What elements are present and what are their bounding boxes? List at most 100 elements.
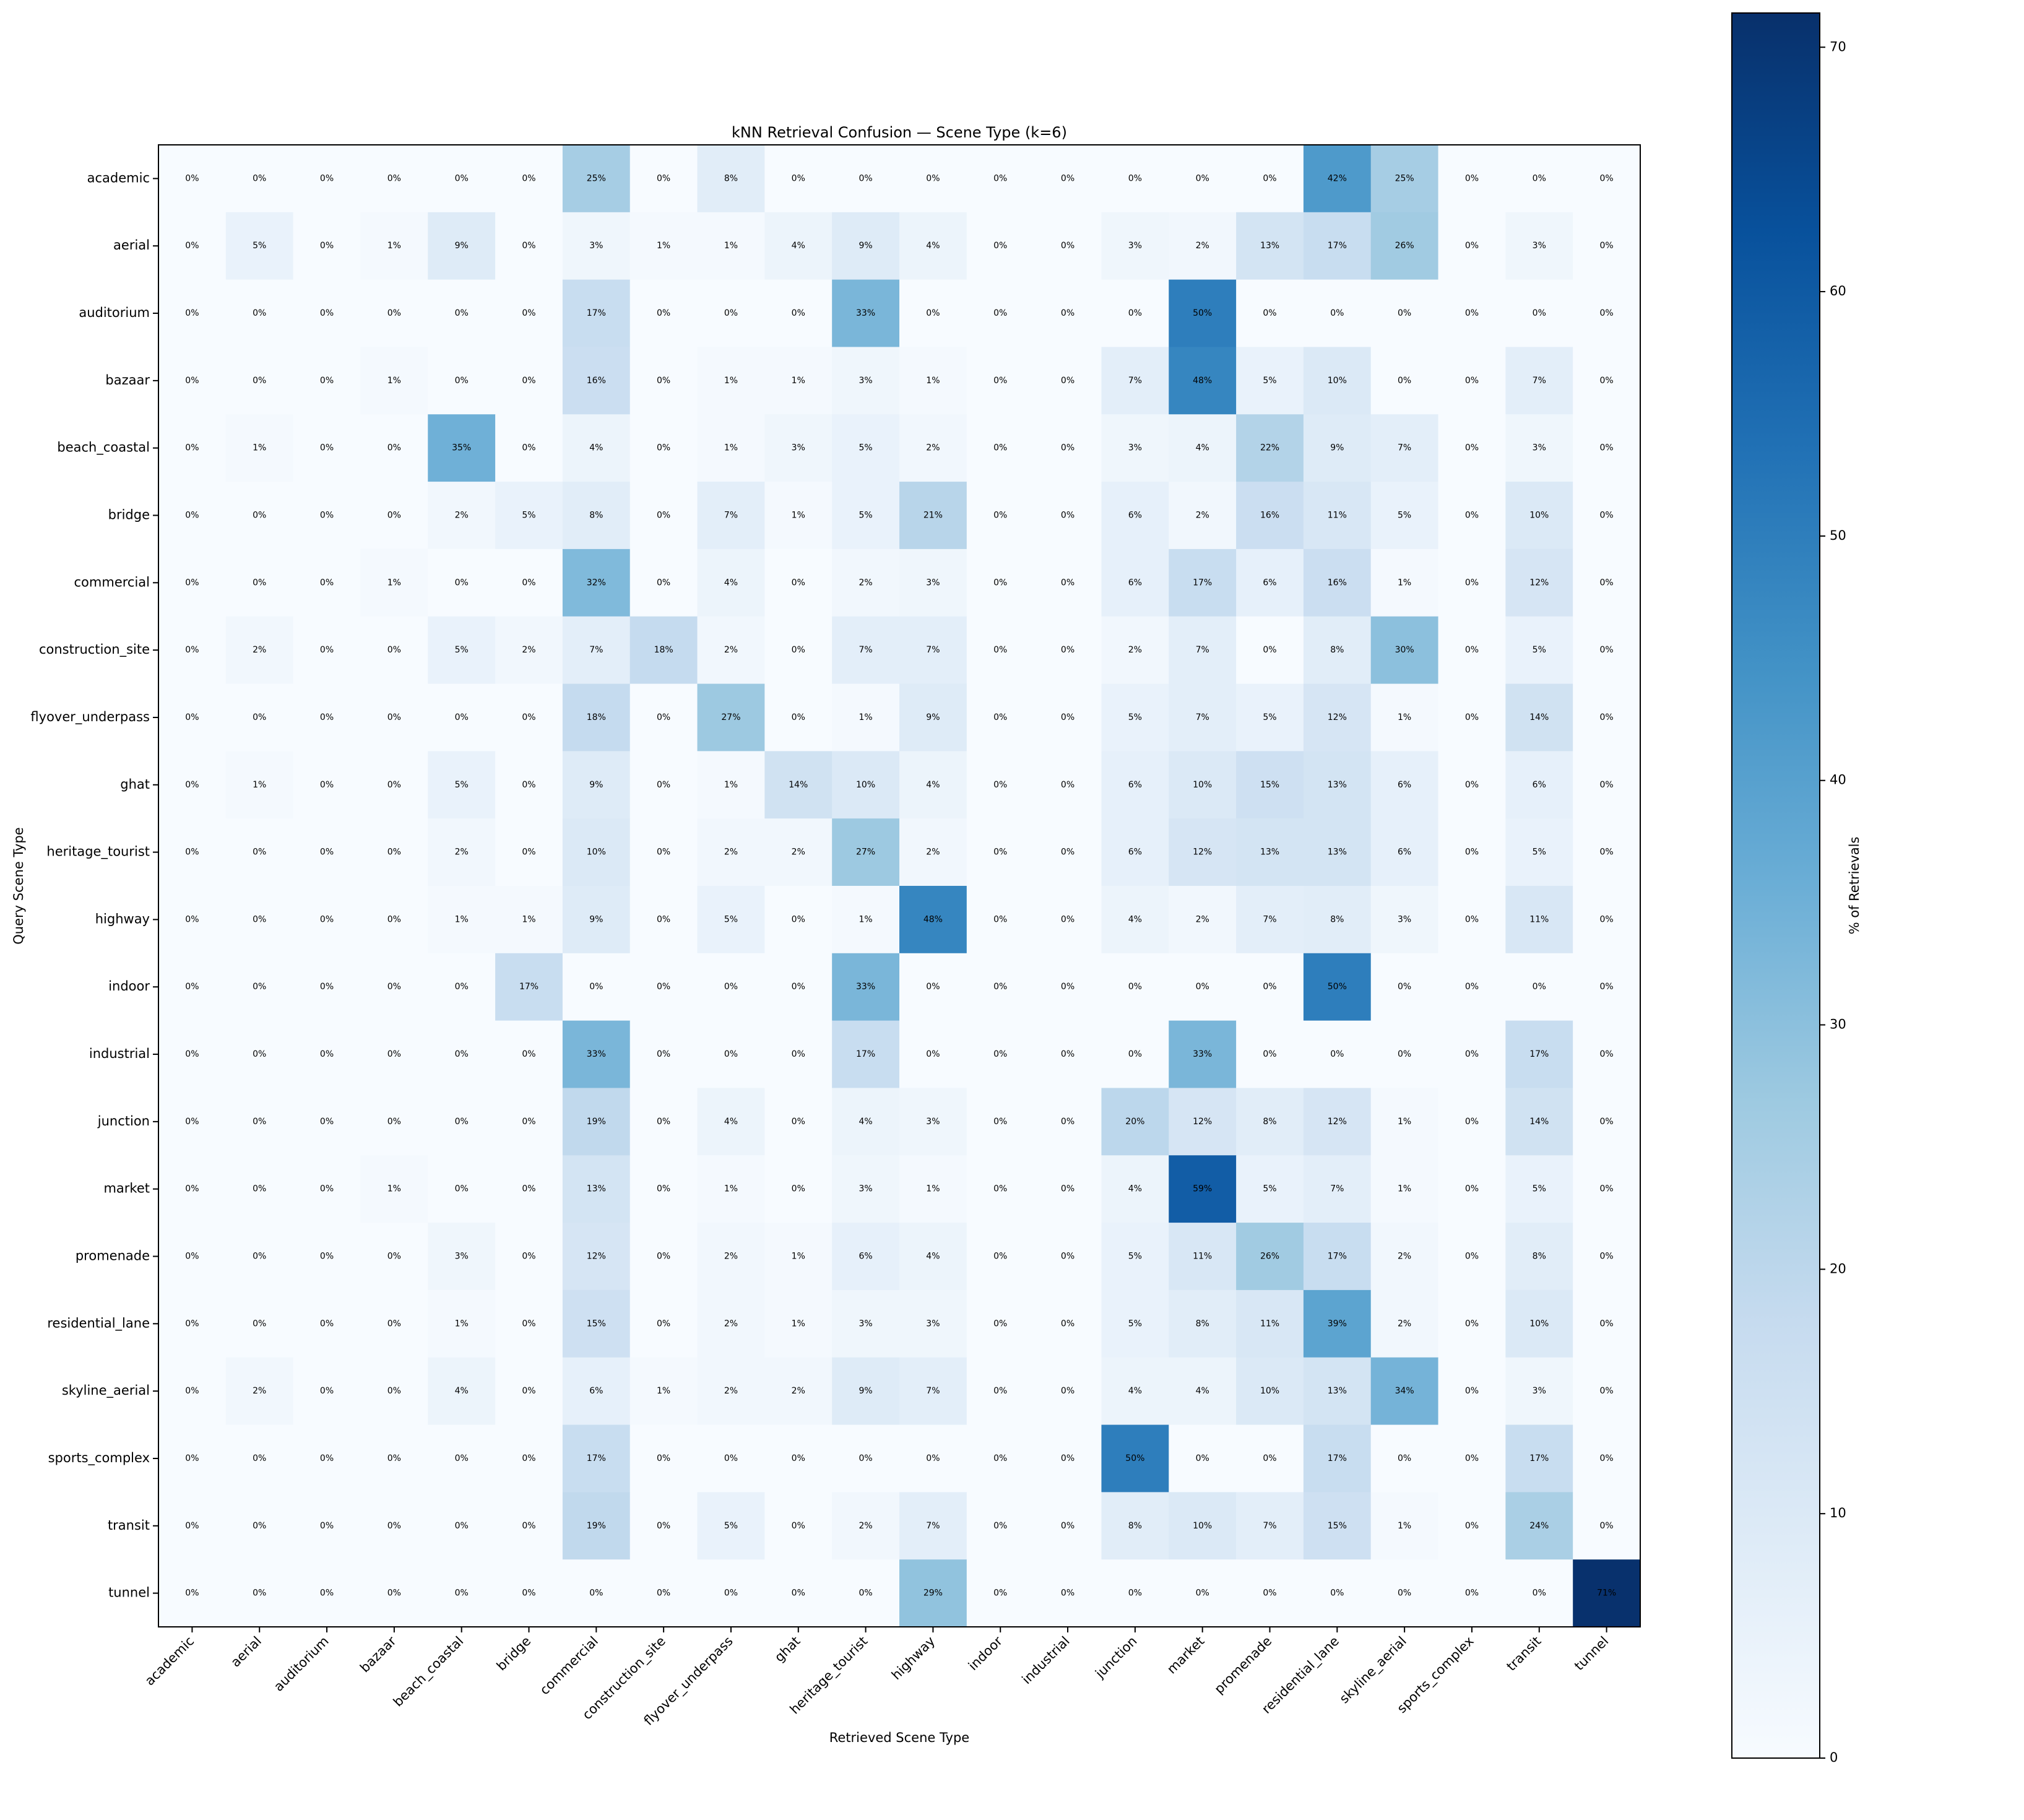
heatmap-cell: [225, 953, 294, 1021]
cell-label: 5%: [455, 645, 469, 655]
heatmap-cell: [764, 1357, 833, 1426]
cell-label: 11%: [1193, 1252, 1212, 1262]
cell-label: 0%: [1599, 1454, 1613, 1463]
heatmap-cell: [1573, 1357, 1641, 1426]
cell-label: 0%: [657, 1588, 670, 1598]
cell-label: 1%: [455, 1319, 469, 1328]
y-tick-label: indoor: [108, 979, 150, 994]
cell-label: 0%: [1465, 1049, 1479, 1059]
heatmap-cell: [1034, 414, 1102, 482]
cell-label: 0%: [1196, 1588, 1209, 1598]
cell-label: 0%: [185, 1319, 199, 1328]
cell-label: 0%: [1533, 308, 1546, 318]
cell-label: 0%: [724, 1454, 738, 1463]
cell-label: 0%: [926, 308, 940, 318]
heatmap-cell: [1169, 347, 1237, 415]
heatmap-cell: [1101, 1223, 1169, 1291]
heatmap-cell: [1370, 1357, 1439, 1426]
heatmap-cell: [1370, 886, 1439, 954]
heatmap-cell: [1438, 482, 1506, 550]
heatmap-cell: [1370, 953, 1439, 1021]
colorbar-tick-label: 70: [1830, 39, 1846, 54]
heatmap-cell: [562, 1492, 631, 1560]
cell-label: 0%: [253, 308, 266, 318]
x-tick-label: promenade: [1211, 1634, 1274, 1697]
cell-label: 0%: [657, 578, 670, 587]
cell-label: 0%: [1330, 1049, 1344, 1059]
colorbar-tick-label: 60: [1830, 284, 1846, 298]
heatmap-cell: [966, 818, 1035, 886]
heatmap-cell: [360, 1289, 428, 1358]
heatmap-cell: [158, 751, 227, 819]
cell-label: 0%: [1061, 1049, 1075, 1059]
heatmap-cell: [428, 818, 496, 886]
cell-label: 0%: [657, 982, 670, 992]
cell-label: 0%: [387, 1117, 401, 1127]
cell-label: 0%: [1599, 376, 1613, 386]
cell-label: 0%: [657, 1319, 670, 1328]
cell-label: 0%: [1599, 1521, 1613, 1531]
heatmap-cell: [1573, 347, 1641, 415]
heatmap-cell: [966, 886, 1035, 954]
heatmap-cell: [1236, 548, 1304, 617]
x-tick-label: transit: [1503, 1634, 1544, 1674]
heatmap-cell: [158, 1088, 227, 1156]
heatmap-cell: [1236, 482, 1304, 550]
heatmap-cell: [1303, 886, 1372, 954]
cell-label: 14%: [789, 780, 808, 790]
cell-label: 71%: [1597, 1588, 1616, 1598]
heatmap-cell: [225, 482, 294, 550]
cell-label: 0%: [455, 173, 469, 183]
heatmap-cell: [832, 548, 900, 617]
cell-label: 0%: [792, 1117, 805, 1127]
heatmap-cell: [1573, 414, 1641, 482]
heatmap-cell: [495, 347, 563, 415]
heatmap-cell: [697, 414, 765, 482]
heatmap-cell: [495, 616, 563, 685]
heatmap-cell: [764, 818, 833, 886]
heatmap-cell: [428, 482, 496, 550]
cell-label: 10%: [1529, 1319, 1549, 1328]
cell-label: 0%: [522, 443, 535, 453]
heatmap-cell: [1438, 1155, 1506, 1223]
heatmap-cell: [899, 1223, 967, 1291]
cell-label: 0%: [657, 1252, 670, 1262]
heatmap-cell: [899, 1424, 967, 1493]
heatmap-cell: [293, 818, 361, 886]
heatmap-cell: [697, 818, 765, 886]
cell-label: 0%: [387, 1252, 401, 1262]
heatmap-cell: [629, 1492, 698, 1560]
cell-label: 1%: [455, 914, 469, 924]
heatmap-cell: [629, 751, 698, 819]
cell-label: 0%: [1465, 914, 1479, 924]
cell-label: 24%: [1529, 1521, 1549, 1531]
heatmap-cell: [428, 548, 496, 617]
cell-label: 8%: [724, 173, 738, 183]
cell-label: 42%: [1328, 173, 1347, 183]
heatmap-cell: [1573, 1424, 1641, 1493]
cell-label: 1%: [858, 914, 872, 924]
cell-label: 0%: [792, 308, 805, 318]
heatmap-cell: [1236, 683, 1304, 752]
heatmap-cell: [697, 616, 765, 685]
cell-label: 0%: [1465, 1454, 1479, 1463]
heatmap-cell: [428, 414, 496, 482]
heatmap-cell: [1034, 1424, 1102, 1493]
cell-label: 30%: [1395, 645, 1414, 655]
heatmap-cell: [562, 751, 631, 819]
cell-label: 2%: [724, 1252, 738, 1262]
cell-label: 2%: [792, 847, 805, 857]
heatmap-cell: [428, 683, 496, 752]
heatmap-cell: [1101, 616, 1169, 685]
cell-label: 3%: [858, 376, 872, 386]
heatmap-cell: [899, 683, 967, 752]
heatmap-cell: [1236, 279, 1304, 347]
heatmap-cell: [1034, 1357, 1102, 1426]
heatmap-cell: [1101, 1289, 1169, 1358]
cell-label: 4%: [1128, 1184, 1142, 1194]
cell-label: 0%: [320, 511, 334, 521]
heatmap-cell: [697, 886, 765, 954]
heatmap-cell: [293, 1289, 361, 1358]
cell-label: 2%: [926, 847, 940, 857]
